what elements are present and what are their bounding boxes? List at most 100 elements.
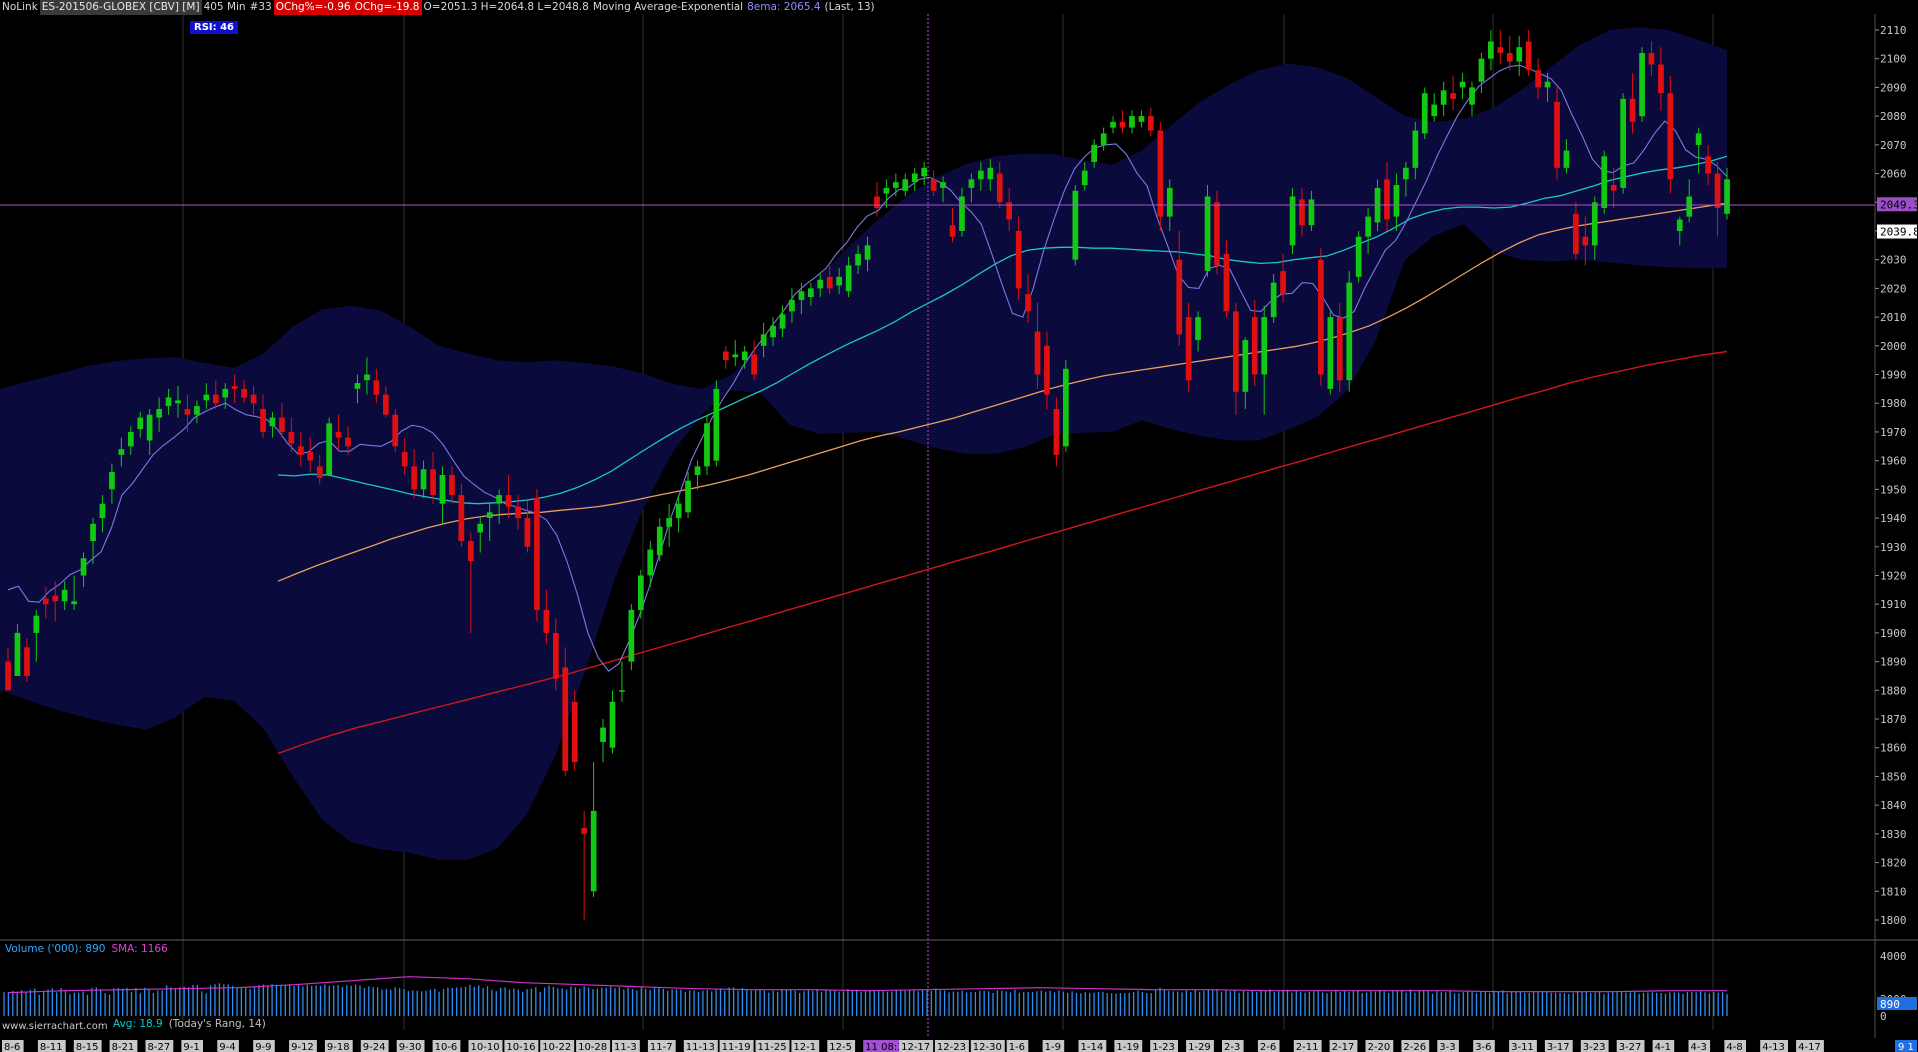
- down-candle: [1251, 299, 1258, 386]
- time-label: 3-23: [1583, 1042, 1606, 1052]
- time-label-box: [970, 1040, 1005, 1052]
- header-bar-no: #33: [249, 1, 272, 13]
- candle-body: [1223, 253, 1230, 312]
- price-tick-label: 1910: [1880, 598, 1907, 611]
- price-tick-label: 1950: [1880, 483, 1907, 496]
- price-tick-label: 1960: [1880, 455, 1907, 468]
- down-candle: [279, 403, 285, 438]
- candle-body: [808, 288, 814, 297]
- time-label: 1-6: [1009, 1042, 1025, 1052]
- up-candle: [638, 569, 644, 619]
- down-candle: [1582, 216, 1589, 266]
- time-label: 4-17: [1798, 1042, 1821, 1052]
- up-candle: [760, 322, 767, 358]
- time-label-box: [504, 1040, 539, 1052]
- ema-8-line: [7, 64, 1728, 672]
- candle-body: [1610, 185, 1617, 191]
- candle-body: [1525, 41, 1532, 71]
- time-label-box: [253, 1040, 275, 1052]
- down-candle: [1185, 302, 1192, 392]
- header-ochg-pct: OChg%=-0.96: [273, 0, 353, 15]
- up-candle: [1110, 116, 1116, 134]
- volume-scale-label: 0: [1880, 1010, 1887, 1023]
- candle-body: [760, 334, 767, 346]
- candle-body: [1393, 185, 1400, 217]
- down-candle: [449, 466, 455, 504]
- price-tick-label: 2080: [1880, 110, 1907, 123]
- candle-body: [1620, 98, 1626, 188]
- candle-body: [987, 167, 994, 180]
- down-candle: [1336, 302, 1343, 392]
- time-label-box: [1114, 1040, 1143, 1052]
- up-candle: [855, 245, 861, 275]
- down-candle: [430, 452, 436, 504]
- candle-body: [165, 397, 172, 407]
- candle-body: [213, 394, 219, 404]
- volume-scale-label: 4000: [1880, 950, 1907, 963]
- candle-body: [1176, 259, 1183, 335]
- down-candle: [1667, 75, 1674, 194]
- up-candle: [817, 274, 824, 297]
- down-candle: [996, 162, 1003, 208]
- header-study-params: (Last, 13): [824, 1, 875, 13]
- time-label: 3-3: [1439, 1042, 1455, 1052]
- down-candle: [581, 810, 587, 920]
- candle-body: [874, 196, 880, 208]
- up-candle: [921, 162, 927, 186]
- time-label-box: [1078, 1040, 1107, 1052]
- candle-body: [1138, 116, 1145, 122]
- time-label: 2-26: [1403, 1042, 1426, 1052]
- candle-body: [1469, 87, 1475, 105]
- down-candle: [1705, 144, 1711, 186]
- down-candle: [515, 495, 521, 530]
- candle-body: [335, 431, 342, 438]
- down-candle: [1280, 253, 1286, 303]
- time-label: 8-21: [112, 1042, 135, 1052]
- header-symbol[interactable]: ES-201506-GLOBEX [CBV] [M]: [39, 0, 202, 15]
- up-candle: [61, 581, 68, 610]
- time-label-box: [37, 1040, 66, 1052]
- up-candle: [420, 460, 427, 498]
- candle-body: [996, 173, 1003, 203]
- up-candle: [364, 357, 370, 395]
- candle-body: [1242, 340, 1249, 392]
- up-candle: [109, 463, 115, 504]
- up-candle: [80, 552, 87, 587]
- down-candle: [288, 417, 295, 453]
- watermark: www.sierrachart.com: [2, 1021, 108, 1032]
- candle-body: [71, 601, 77, 605]
- up-candle: [779, 305, 786, 338]
- candle-body: [1497, 47, 1504, 53]
- candle-body: [656, 526, 663, 556]
- up-candle: [1488, 30, 1494, 71]
- time-label-box: [612, 1040, 640, 1052]
- header-interval: 405 Min: [203, 1, 246, 13]
- candle-body: [1015, 231, 1022, 289]
- candle-body: [562, 667, 569, 771]
- candle-body: [1516, 47, 1523, 62]
- up-candle: [1204, 185, 1211, 277]
- candle-body: [836, 276, 842, 286]
- time-label-box: [719, 1040, 754, 1052]
- time-label-box: [1186, 1040, 1214, 1052]
- down-candle: [1214, 190, 1220, 275]
- down-candle: [345, 426, 351, 455]
- down-candle: [1554, 87, 1560, 180]
- up-candle: [1393, 173, 1400, 231]
- time-label: 11-25: [758, 1042, 787, 1052]
- candle-body: [1667, 93, 1674, 180]
- candle-body: [175, 400, 181, 404]
- candle-body: [222, 388, 229, 398]
- price-tick-label: 1900: [1880, 627, 1907, 640]
- down-candle: [260, 394, 266, 438]
- down-candle: [213, 380, 219, 409]
- candle-body: [401, 452, 408, 467]
- candle-body: [590, 810, 597, 892]
- time-label-box: [468, 1040, 503, 1052]
- down-candle: [231, 374, 238, 404]
- up-candle: [354, 374, 361, 404]
- up-candle: [90, 518, 96, 564]
- secondary-price-marker: [1877, 224, 1917, 239]
- down-candle: [1629, 73, 1636, 134]
